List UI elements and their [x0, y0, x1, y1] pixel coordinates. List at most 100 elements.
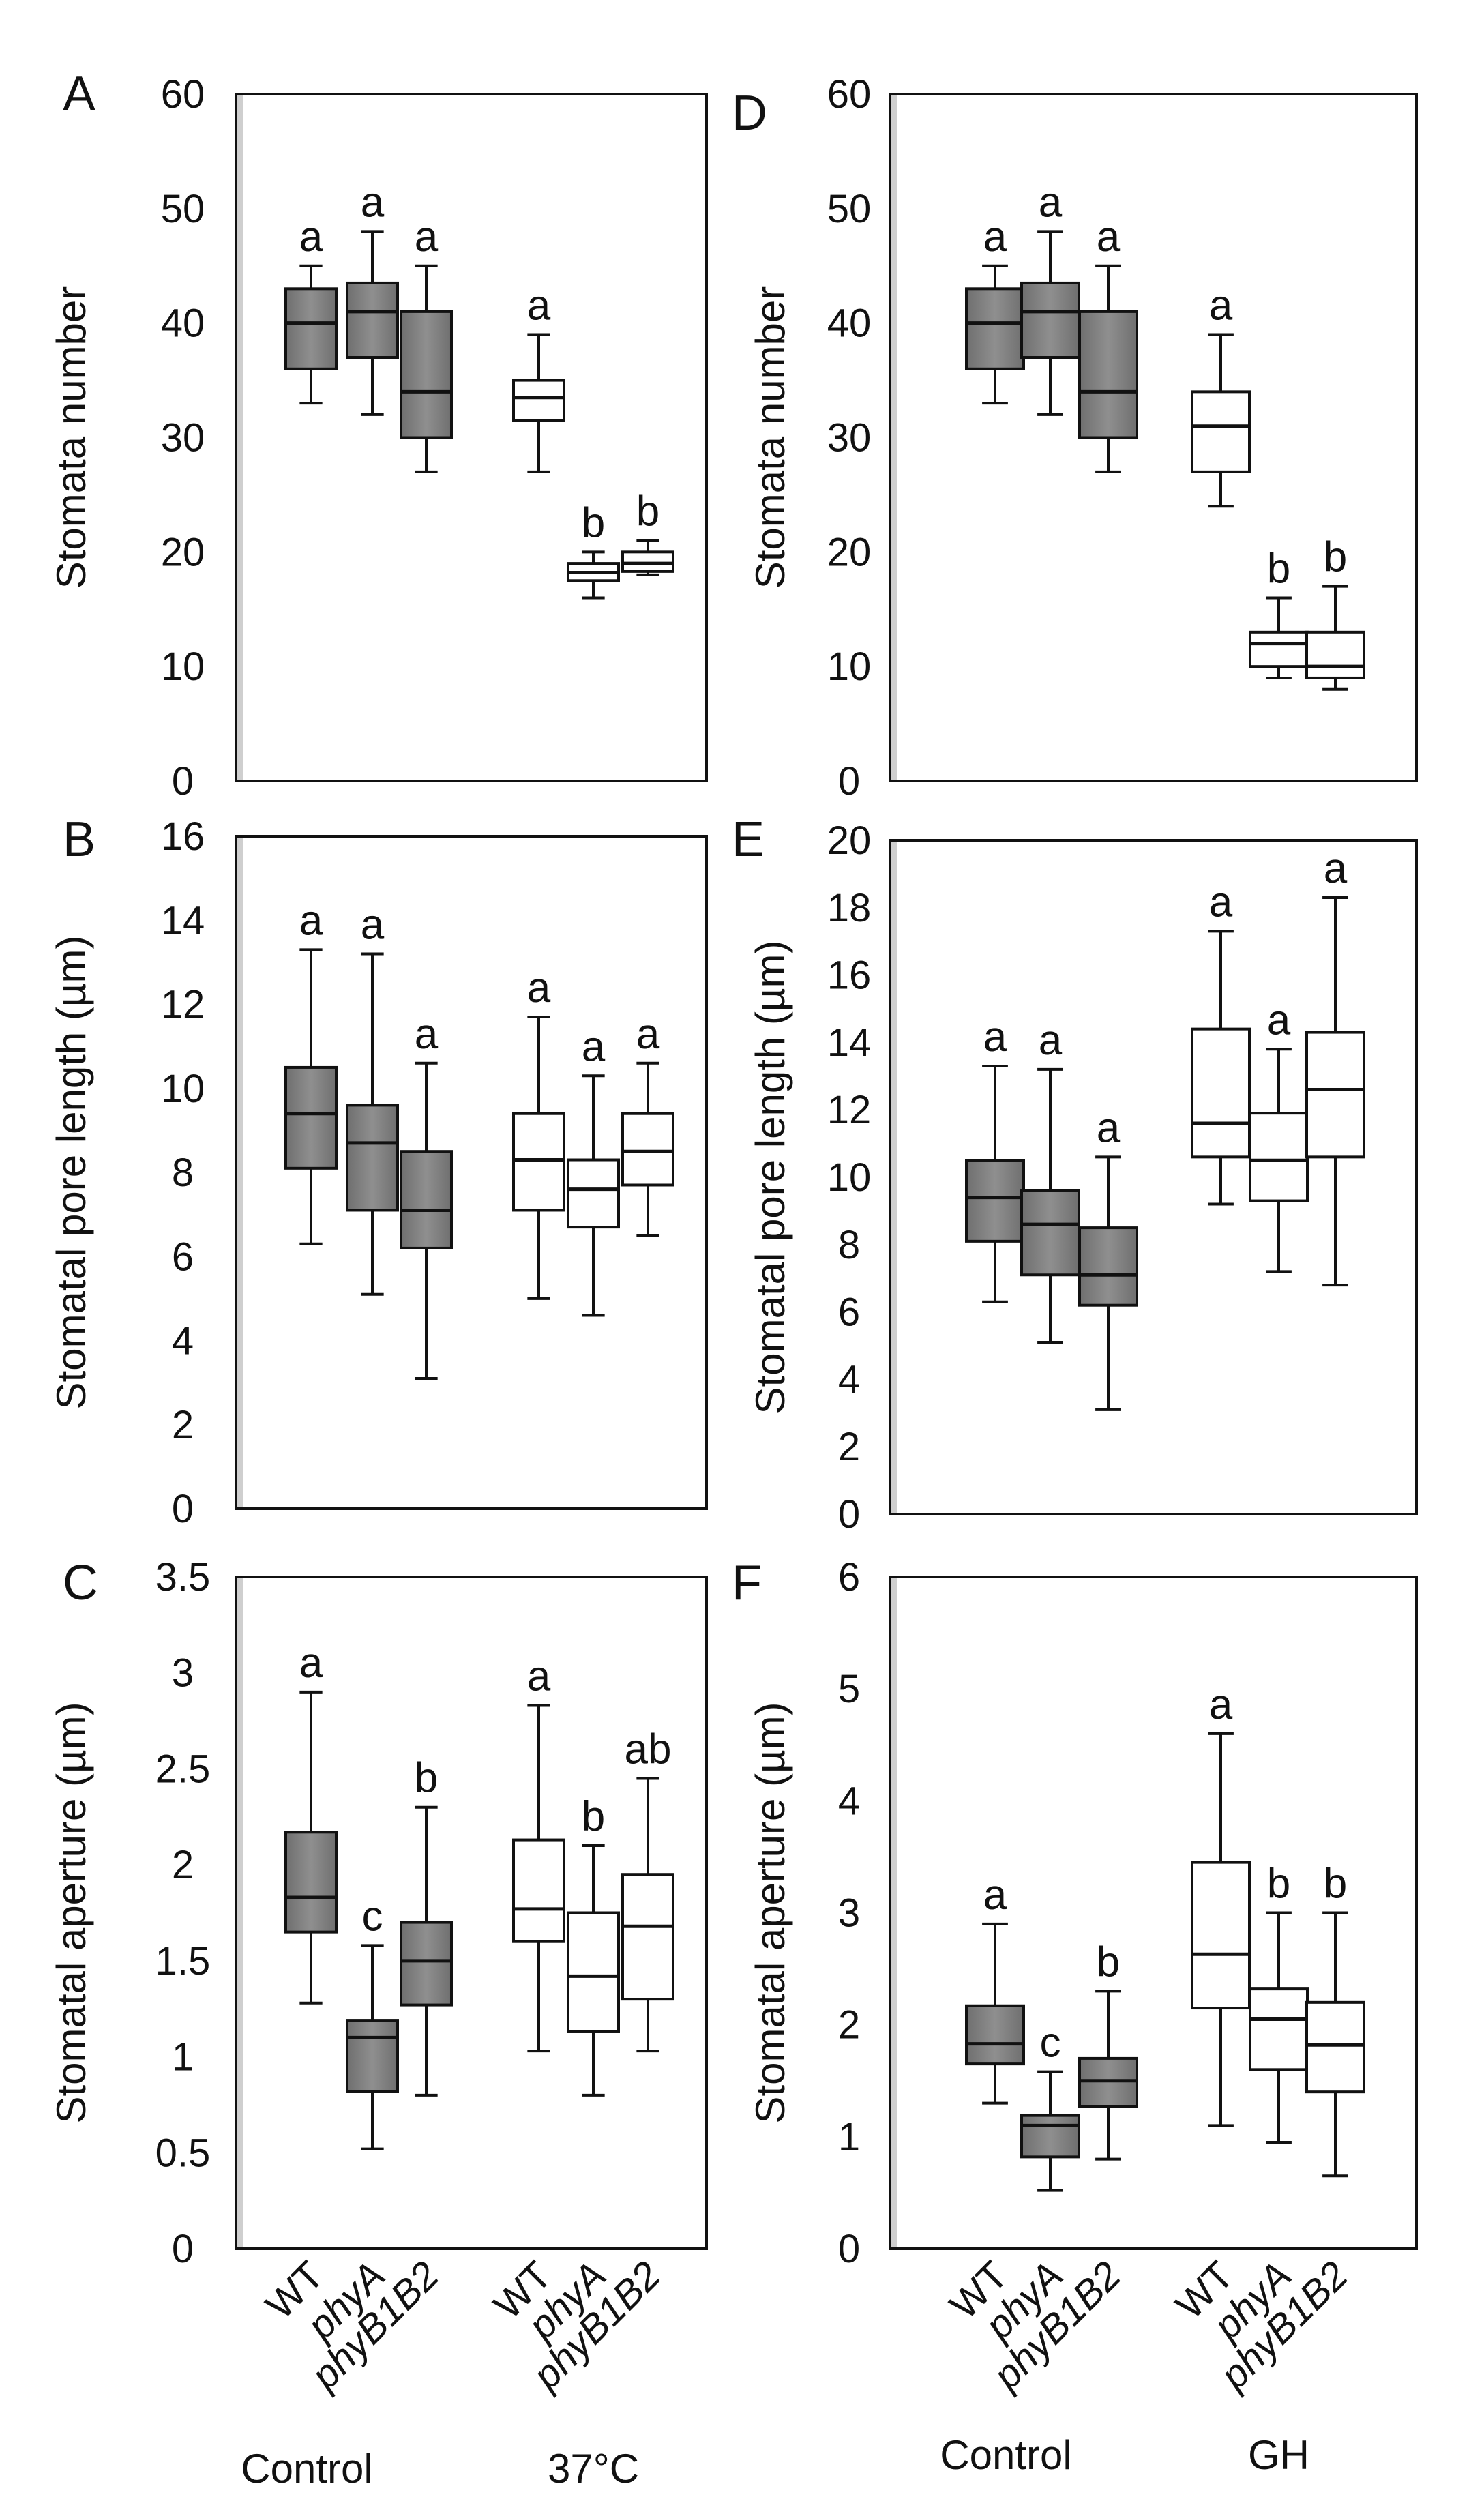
iqr-box — [1305, 2000, 1365, 2094]
box-phya-treatment: a — [1249, 996, 1309, 1273]
iqr-box — [284, 287, 338, 370]
y-tick-label: 18 — [827, 886, 872, 930]
y-tick-label: 2.5 — [155, 1747, 211, 1791]
iqr-box — [1249, 1987, 1309, 2071]
box-wt-treatment: a — [512, 282, 565, 473]
y-tick-label: 20 — [827, 530, 872, 574]
box-phyb1b2-control: b — [1078, 1938, 1138, 2161]
significance-letter: a — [1267, 996, 1291, 1044]
box-phyb1b2-treatment: b — [621, 488, 674, 576]
frame-shade — [237, 95, 243, 780]
significance-letter: a — [1039, 1017, 1063, 1064]
y-tick-label: 0 — [172, 2227, 194, 2271]
significance-letter: b — [415, 1755, 438, 1802]
significance-letter: b — [1267, 1861, 1290, 1908]
box-wt-control: a — [965, 1872, 1025, 2105]
y-tick-label: 1.5 — [155, 1939, 211, 1983]
box-phyb1b2-control: a — [1078, 213, 1138, 473]
box-wt-control: a — [284, 213, 338, 405]
box-phya-treatment: b — [567, 1793, 620, 2097]
box-phyb1b2-treatment: ab — [621, 1726, 674, 2053]
significance-letter: a — [1209, 1681, 1233, 1728]
significance-letter: b — [1097, 1938, 1120, 1985]
box-phya-control: a — [346, 902, 399, 1296]
y-tick-label: 40 — [827, 301, 872, 346]
iqr-box — [965, 287, 1025, 370]
iqr-box — [1249, 630, 1309, 668]
y-tick-label: 0 — [172, 759, 194, 803]
box-wt-control: a — [284, 897, 338, 1245]
significance-letter: a — [299, 897, 323, 944]
frame-shade — [237, 1578, 243, 2247]
iqr-box — [1305, 1031, 1365, 1159]
significance-letter: c — [362, 1893, 383, 1940]
y-tick-label: 3.5 — [155, 1555, 211, 1599]
box-phya-control: a — [1020, 179, 1080, 416]
iqr-box — [346, 1104, 399, 1212]
significance-letter: a — [361, 902, 385, 949]
significance-letter: b — [582, 499, 605, 546]
iqr-box — [346, 2019, 399, 2093]
y-tick-label: 16 — [161, 814, 205, 859]
significance-letter: b — [1324, 534, 1347, 581]
iqr-box — [1191, 390, 1251, 473]
box-phyb1b2-treatment: a — [1305, 845, 1365, 1287]
y-axis-label: Stomatal pore length (µm) — [48, 936, 94, 1410]
box-wt-treatment: a — [1191, 878, 1251, 1206]
iqr-box — [1020, 281, 1080, 359]
y-tick-label: 6 — [838, 1290, 860, 1335]
box-phyb1b2-treatment: a — [621, 1011, 674, 1237]
group-label: Control — [241, 2446, 372, 2491]
iqr-box — [1020, 1189, 1080, 1277]
plot-frame — [235, 93, 708, 782]
box-wt-control: a — [284, 1640, 338, 2005]
iqr-box — [567, 1158, 620, 1229]
panel-label: D — [732, 86, 767, 141]
iqr-box — [400, 310, 453, 439]
iqr-box — [1078, 310, 1138, 439]
group-label: 37°C — [548, 2446, 639, 2491]
iqr-box — [512, 1838, 565, 1943]
significance-letter: a — [527, 1653, 551, 1700]
box-phya-control: c — [1020, 2020, 1080, 2192]
y-tick-label: 60 — [827, 72, 872, 117]
y-tick-label: 2 — [838, 1425, 860, 1469]
y-tick-label: 12 — [161, 983, 205, 1027]
y-tick-label: 40 — [161, 301, 205, 346]
y-tick-label: 2 — [838, 2003, 860, 2047]
y-tick-label: 0 — [838, 759, 860, 803]
y-tick-label: 14 — [827, 1020, 872, 1065]
y-tick-label: 30 — [827, 416, 872, 460]
group-label: GH — [1248, 2432, 1309, 2478]
y-tick-label: 12 — [827, 1088, 872, 1132]
significance-letter: a — [983, 1872, 1007, 1919]
box-phyb1b2-control: a — [400, 213, 453, 473]
iqr-box — [965, 2004, 1025, 2066]
y-axis-label: Stomata number — [747, 286, 793, 589]
box-phya-treatment: b — [1249, 545, 1309, 679]
significance-letter: a — [1324, 845, 1348, 892]
significance-letter: b — [1267, 545, 1290, 592]
y-tick-label: 4 — [172, 1319, 194, 1363]
significance-letter: c — [1040, 2020, 1061, 2067]
significance-letter: a — [299, 213, 323, 261]
y-tick-label: 20 — [827, 818, 872, 863]
significance-letter: a — [527, 964, 551, 1011]
significance-letter: a — [1209, 878, 1233, 926]
y-tick-label: 0.5 — [155, 2131, 211, 2175]
iqr-box — [284, 1831, 338, 1934]
y-tick-label: 4 — [838, 1779, 860, 1823]
box-phya-treatment: a — [567, 1023, 620, 1317]
frame-shade — [237, 838, 243, 1507]
panel-c: C 0 0.5 1 1.5 2 2.5 3 3.5 Stomatal aperture (µm) a… — [48, 1555, 708, 2271]
box-phyb1b2-treatment: b — [1305, 534, 1365, 691]
y-tick-label: 3 — [838, 1891, 860, 1936]
y-tick-label: 10 — [161, 1067, 205, 1111]
y-tick-label: 1 — [172, 2035, 194, 2080]
frame-shade — [891, 1578, 897, 2247]
box-phya-treatment: b — [1249, 1861, 1309, 2144]
y-tick-label: 60 — [161, 72, 205, 117]
